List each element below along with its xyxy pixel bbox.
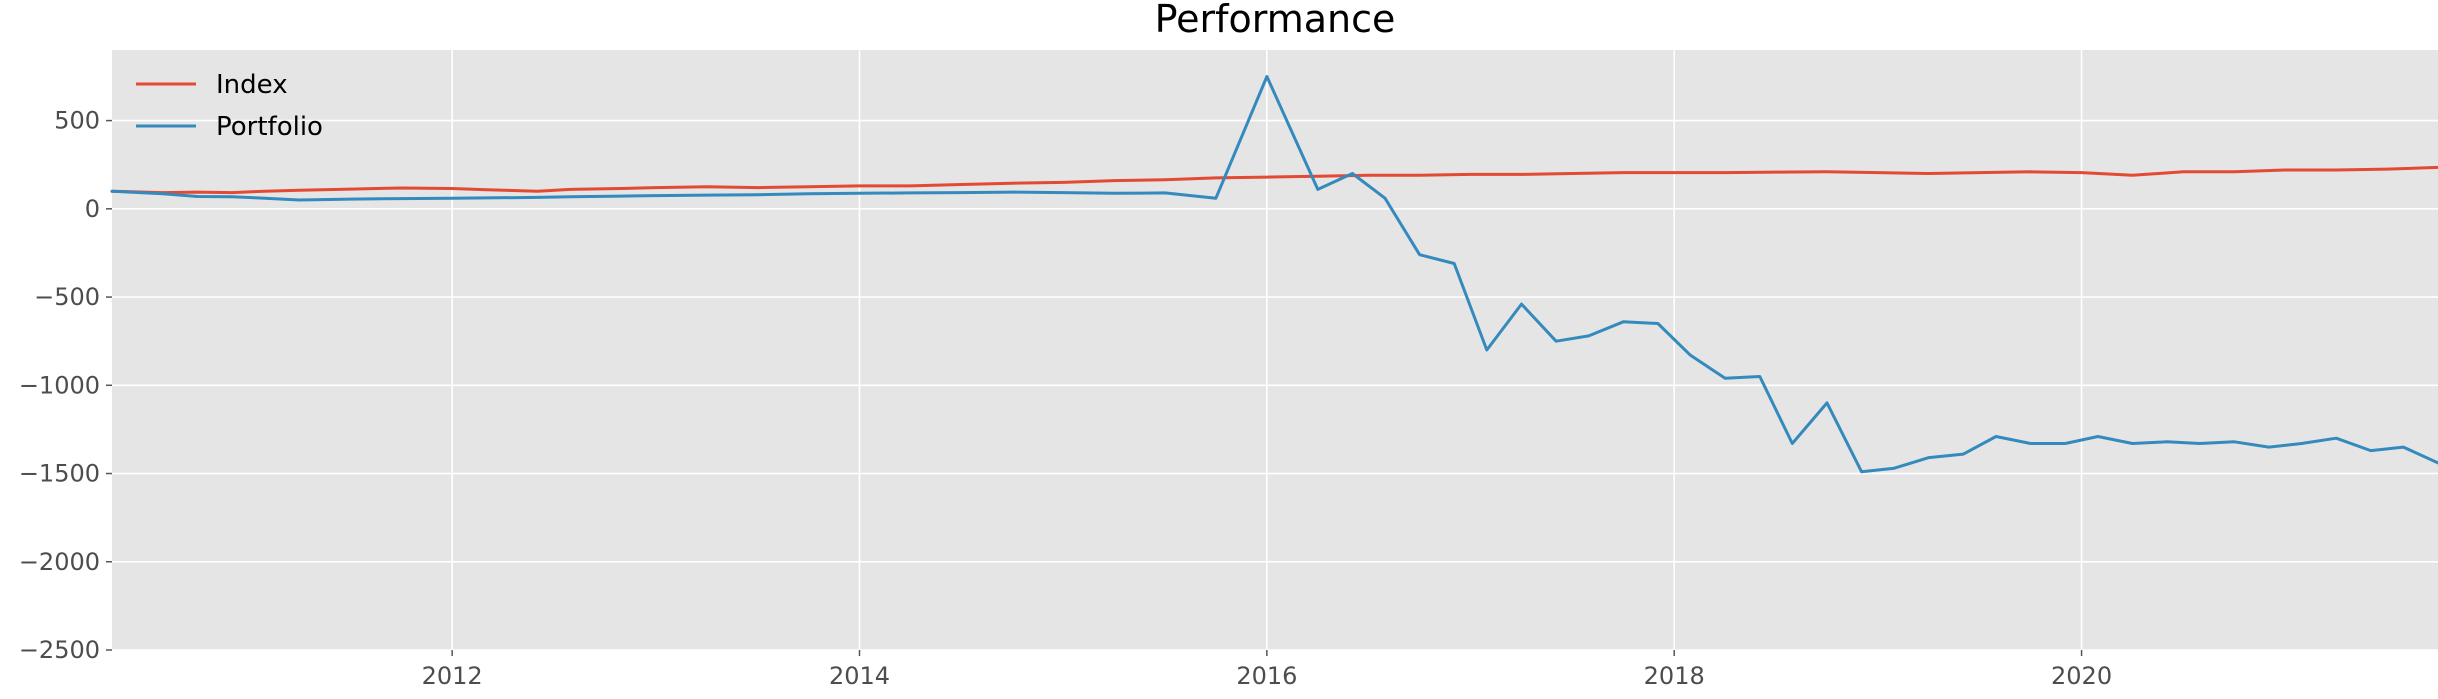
grid-lines [112,50,2438,651]
y-tick-label: −1000 [19,371,100,399]
chart-title: Performance [1155,0,1396,41]
y-tick-label: −2500 [19,636,100,664]
x-tick-label: 2016 [1236,662,1297,690]
plot-area [112,50,2438,650]
legend: Index Portfolio [136,70,323,142]
y-tick-label: 0 [85,195,100,223]
legend-label: Portfolio [216,112,323,142]
series-line-portfolio [110,75,2438,474]
y-axis: 500 0 −500 −1000 −1500 −2000 −2500 [19,107,112,664]
x-axis: 2012 2014 2016 2018 2020 [422,650,2112,690]
x-tick-label: 2018 [1644,662,1705,690]
x-tick-label: 2012 [422,662,483,690]
legend-item-portfolio: Portfolio [136,112,323,142]
x-tick-label: 2020 [2051,662,2112,690]
legend-label: Index [216,70,288,100]
legend-item-index: Index [136,70,288,100]
y-tick-label: 500 [54,107,100,135]
x-tick-label: 2014 [829,662,890,690]
series-line-index [110,165,2438,195]
series-layer [110,75,2438,474]
y-tick-label: −500 [34,283,100,311]
y-tick-label: −2000 [19,548,100,576]
y-tick-label: −1500 [19,460,100,488]
